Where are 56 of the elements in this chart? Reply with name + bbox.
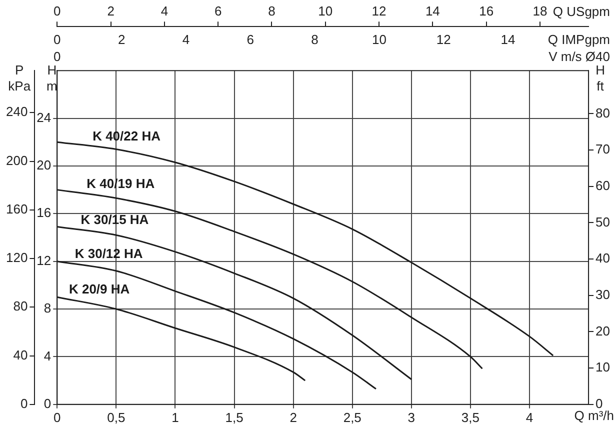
x2-tick-label: 10 [318,3,333,18]
y3-tick-label: 120 [6,250,28,266]
y3-tick-label: 200 [6,152,28,168]
text: V m/s Ø40 [548,49,610,64]
y-axis-title: H m [46,62,58,94]
x2-tick-label: 16 [479,3,494,18]
y3-tick-label: 240 [6,104,28,120]
text: Q IMPgpm [548,32,610,48]
text: 14 [500,32,516,48]
y3-tick-label: 80 [13,298,28,314]
x-tick-label: 2,5 [343,410,362,425]
x2-tick-label: 6 [214,3,222,18]
x2-axis-title: Q USgpm [552,4,610,20]
x2-tick-label: 8 [268,3,276,18]
text: 4 [182,32,190,48]
y-tick-label: 20 [36,158,52,173]
y-tick-label: 16 [36,205,52,220]
text: 0 [54,32,61,48]
x-tick-label: 3,5 [461,410,480,425]
y2-tick-label: 50 [596,214,610,230]
x-tick-label: 3 [408,410,416,425]
x-tick-label: 4 [526,410,534,425]
y-tick-label: 24 [36,110,52,125]
text: 2 [118,32,126,48]
y2-tick-label: 30 [596,286,610,302]
y-tick-label: 12 [36,252,52,268]
y2-tick-label: 80 [596,105,610,120]
y2-tick-label: 10 [596,360,610,375]
x-tick-label: 0,5 [107,410,126,425]
y-tick-label: 0 [44,396,52,411]
x-tick-label: 1,5 [225,410,244,425]
y2-axis-title: H ft [596,62,605,94]
y-tick-label: 4 [44,348,52,364]
y2-tick-label: 20 [596,323,610,338]
x-tick-label: 0 [54,410,61,425]
y3-tick-label: 40 [13,347,28,362]
x2-tick-label: 0 [54,3,61,18]
x-tick-label: 2 [290,410,297,425]
x2-tick-label: 2 [107,3,114,18]
text: 12 [436,32,451,48]
y-tick-label: 8 [44,300,52,316]
x2-tick-label: 12 [372,3,386,18]
x-tick-label: 1 [172,410,179,425]
y2-tick-label: 60 [596,178,610,193]
y2-tick-label: 40 [596,250,610,266]
x2-tick-label: 4 [160,3,168,18]
x2-tick-label: 14 [425,3,440,18]
x2-tick-label: 18 [532,3,548,18]
y3-tick-label: 160 [6,201,28,216]
text: 6 [246,32,254,48]
y3-axis-title: P kPa [8,62,32,94]
text: 8 [311,32,318,48]
text: 10 [372,32,386,48]
y3-tick-label: 0 [20,396,28,411]
y2-tick-label: 70 [596,142,610,157]
text: 0 [54,49,61,64]
